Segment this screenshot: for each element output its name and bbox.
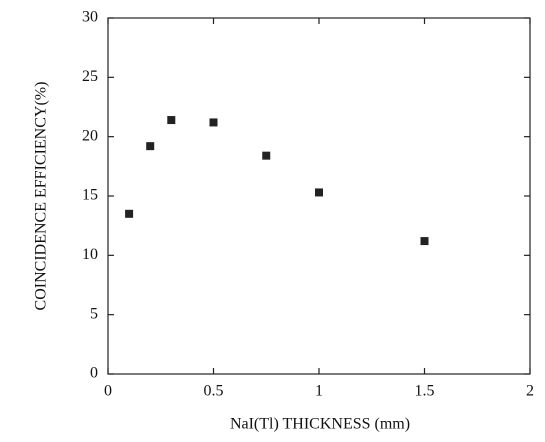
point — [262, 151, 271, 160]
x-tick-label: 0 — [104, 383, 112, 400]
point — [167, 116, 176, 125]
point — [315, 188, 323, 197]
y-tick-label: 30 — [82, 9, 98, 26]
y-tick-label: 15 — [82, 187, 98, 204]
x-tick-label: 1.5 — [415, 383, 435, 400]
y-axis-label: COINCIDENCE EFFICIENCY(%) — [33, 82, 50, 311]
point — [209, 118, 218, 127]
x-tick-label: 0.5 — [204, 383, 224, 400]
point — [146, 142, 155, 151]
y-tick-label: 5 — [90, 305, 98, 322]
y-tick-label: 20 — [82, 127, 98, 144]
point — [125, 209, 134, 218]
x-tick-label: 2 — [526, 383, 534, 400]
y-tick-label: 0 — [90, 365, 98, 382]
x-tick-label: 1 — [315, 383, 323, 400]
y-tick-label: 10 — [82, 246, 98, 263]
point — [420, 237, 429, 246]
y-tick-label: 25 — [82, 68, 98, 85]
x-axis-label: NaI(Tl) THICKNESS (mm) — [230, 416, 410, 433]
